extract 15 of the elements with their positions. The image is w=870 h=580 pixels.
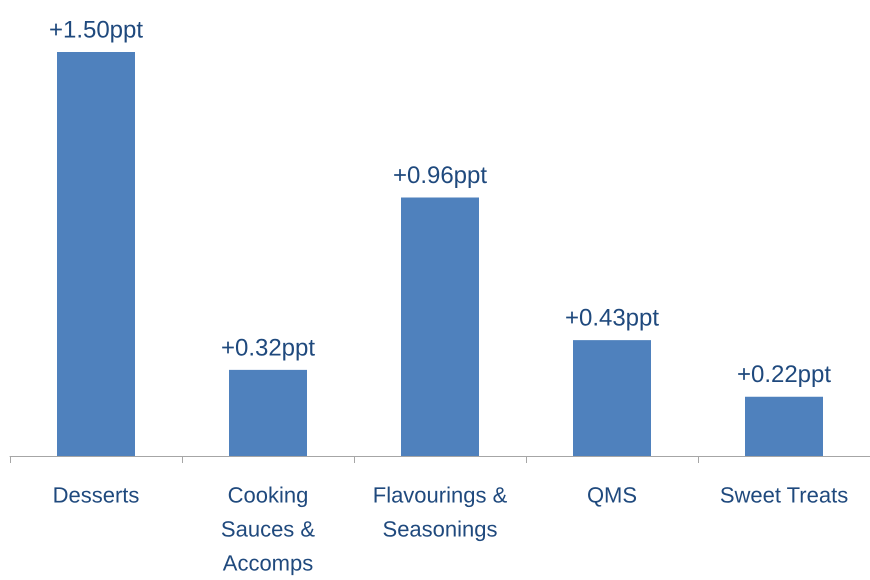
x-tick-label: Desserts [52,482,140,508]
x-tick-label: Sweet Treats [720,482,848,508]
bar [229,370,307,456]
bar [57,52,135,456]
x-tick-label: Cooking Sauces & Accomps [220,482,316,576]
bar [745,396,823,456]
bar [401,197,479,456]
data-label: +1.50ppt [48,16,144,44]
x-tick-label: Flavourings & Seasonings [372,482,508,542]
data-label: +0.96ppt [392,162,488,189]
data-label: +0.43ppt [564,304,660,332]
data-label: +0.22ppt [736,361,832,388]
bar [573,340,651,456]
x-tick-label: QMS [586,482,638,508]
data-label: +0.32ppt [220,334,316,362]
